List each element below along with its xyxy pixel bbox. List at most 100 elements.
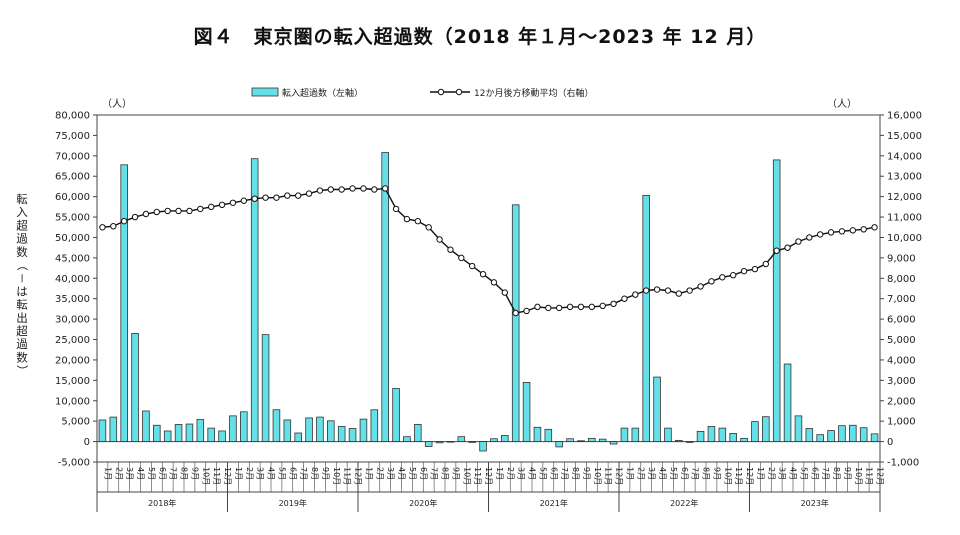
moving-average-point: [849, 227, 857, 234]
moving-average-point: [501, 289, 509, 296]
ylabel-char: 過: [16, 232, 28, 246]
moving-average-point: [381, 185, 389, 192]
moving-average-point: [392, 205, 400, 213]
month-label: 6月: [419, 467, 428, 480]
moving-average-point: [229, 199, 237, 206]
month-label: 4月: [136, 467, 145, 480]
moving-average-point: [784, 244, 791, 251]
month-label: 8月: [180, 467, 189, 480]
moving-average-point: [131, 213, 139, 221]
moving-average-point: [632, 291, 639, 298]
legend-line-marker: [437, 88, 445, 96]
ylabel-char: 超: [16, 324, 28, 338]
bar: [490, 438, 498, 442]
month-label: 1月: [756, 467, 765, 480]
bar: [555, 441, 563, 448]
bar: [294, 432, 302, 442]
moving-average-point: [479, 271, 487, 278]
moving-average-point: [664, 287, 672, 294]
moving-average-point: [284, 192, 291, 199]
labels-group: -5,000 0 5,000 10,000 15,000 20,000 25,000 30,0…: [15, 98, 922, 508]
moving-average-point: [305, 190, 313, 197]
right-tick-label: 8,000: [887, 274, 916, 285]
left-tick-label: 25,000: [55, 335, 90, 346]
moving-average-point: [218, 201, 226, 209]
bar: [588, 437, 596, 442]
bar: [631, 427, 640, 442]
left-tick-label: 75,000: [55, 131, 90, 142]
bar: [229, 415, 237, 442]
month-label: 5月: [147, 467, 156, 480]
bar: [131, 333, 139, 442]
bar: [414, 424, 422, 442]
left-tick-label: 5,000: [61, 417, 90, 428]
right-tick-label: 10,000: [887, 233, 922, 244]
moving-average-point: [458, 254, 465, 262]
right-tick-label: 2,000: [887, 396, 916, 407]
moving-average-point: [545, 304, 552, 312]
moving-average-point: [816, 231, 824, 238]
axes-group: [93, 114, 884, 512]
month-label: 5月: [799, 467, 808, 480]
bar: [327, 420, 335, 442]
bar: [859, 427, 868, 442]
month-label: 10月: [854, 467, 863, 485]
month-label: 9月: [843, 467, 852, 480]
bar: [707, 426, 716, 442]
month-label: 2月: [114, 467, 123, 480]
moving-average-point: [838, 228, 846, 235]
bar: [598, 438, 607, 442]
legend-line-marker: [455, 88, 463, 96]
moving-average-point: [120, 217, 128, 225]
moving-average-point: [599, 302, 606, 310]
bar: [403, 436, 411, 442]
bar: [544, 428, 553, 442]
bar: [392, 388, 400, 442]
bar: [261, 334, 270, 442]
moving-average-point: [197, 205, 204, 213]
right-tick-label: 5,000: [887, 335, 916, 346]
moving-average-point: [175, 207, 182, 215]
month-label: 10月: [723, 467, 732, 485]
moving-average-point: [642, 287, 650, 294]
year-label: 2020年: [409, 498, 437, 508]
bar: [685, 441, 694, 443]
moving-average-point: [577, 303, 585, 311]
left-tick-label: -5,000: [58, 458, 90, 469]
bar: [772, 159, 781, 442]
bar: [805, 428, 814, 442]
moving-average-point: [751, 265, 759, 273]
month-label: 3月: [517, 467, 526, 480]
bar: [163, 430, 172, 442]
month-label: 9月: [712, 467, 721, 480]
right-tick-label: -1,000: [887, 458, 919, 469]
year-label: 2021年: [540, 498, 568, 508]
moving-average-point: [762, 260, 770, 268]
year-label: 2023年: [801, 498, 829, 508]
moving-average-point: [262, 194, 269, 201]
right-tick-label: 12,000: [887, 192, 922, 203]
month-label: 1月: [495, 467, 504, 480]
month-label: 2月: [245, 467, 254, 480]
ylabel-char: （: [15, 259, 29, 271]
moving-average-point: [468, 262, 476, 270]
moving-average-point: [860, 226, 867, 233]
month-label: 2月: [506, 467, 515, 480]
moving-average-point: [207, 203, 215, 211]
month-label: 5月: [277, 467, 286, 480]
right-tick-label: 13,000: [887, 172, 922, 183]
ylabel-char: は: [16, 284, 28, 298]
moving-average-point: [142, 210, 150, 218]
bar: [196, 419, 205, 442]
month-label: 12月: [223, 467, 232, 485]
bar: [870, 433, 879, 442]
ylabel-char: 入: [16, 205, 28, 219]
moving-average-point: [273, 194, 280, 201]
month-label: 11月: [734, 467, 743, 485]
bar: [153, 424, 161, 442]
month-label: 4月: [267, 467, 276, 480]
bar: [794, 415, 803, 442]
moving-average-point: [110, 223, 117, 230]
bar: [240, 411, 248, 442]
